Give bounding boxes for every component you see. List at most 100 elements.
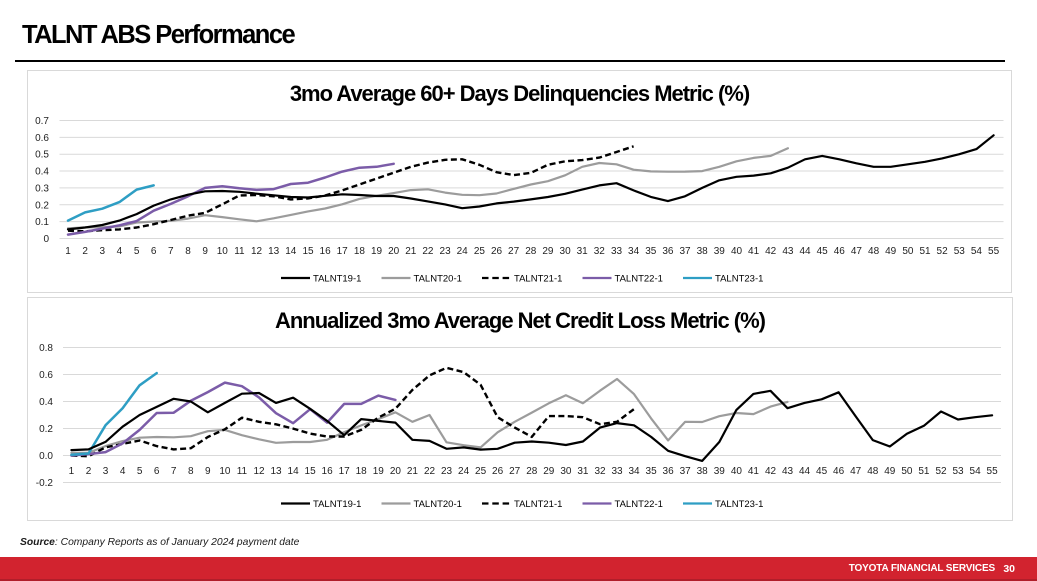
svg-text:52: 52 [935,466,947,477]
svg-text:13: 13 [268,246,280,257]
svg-text:TALNT19-1: TALNT19-1 [313,499,361,510]
svg-text:34: 34 [628,466,640,477]
svg-text:8: 8 [185,246,191,257]
svg-text:9: 9 [202,246,208,257]
svg-text:0.8: 0.8 [39,343,53,354]
svg-text:44: 44 [799,466,811,477]
svg-text:14: 14 [288,466,300,477]
svg-text:44: 44 [799,246,811,257]
svg-text:0.4: 0.4 [35,167,49,178]
svg-text:13: 13 [270,466,282,477]
svg-text:35: 35 [646,466,658,477]
svg-text:28: 28 [525,246,537,257]
svg-text:34: 34 [628,246,640,257]
svg-text:42: 42 [765,466,777,477]
svg-text:55: 55 [988,246,1000,257]
svg-text:5: 5 [137,466,143,477]
svg-text:TALNT22-1: TALNT22-1 [615,499,663,510]
svg-text:38: 38 [697,466,709,477]
svg-text:9: 9 [205,466,211,477]
svg-text:TALNT21-1: TALNT21-1 [514,273,562,284]
svg-text:51: 51 [919,246,931,257]
svg-text:19: 19 [373,466,385,477]
svg-text:30: 30 [560,466,572,477]
svg-text:38: 38 [697,246,709,257]
svg-text:0.4: 0.4 [39,397,53,408]
svg-text:3: 3 [103,466,109,477]
svg-text:31: 31 [577,466,589,477]
svg-text:18: 18 [356,466,368,477]
svg-text:23: 23 [440,246,452,257]
svg-text:40: 40 [731,466,743,477]
svg-text:24: 24 [457,246,469,257]
svg-text:5: 5 [134,246,140,257]
svg-text:39: 39 [714,246,726,257]
svg-text:29: 29 [543,466,555,477]
svg-text:41: 41 [748,466,760,477]
svg-text:2: 2 [82,246,88,257]
svg-text:0.2: 0.2 [35,200,49,211]
svg-text:16: 16 [322,466,334,477]
svg-text:47: 47 [851,246,863,257]
svg-text:25: 25 [474,246,486,257]
svg-text:6: 6 [154,466,160,477]
svg-text:17: 17 [339,466,351,477]
svg-text:-0.2: -0.2 [36,478,54,489]
svg-text:6: 6 [151,246,157,257]
svg-text:30: 30 [560,246,572,257]
svg-text:21: 21 [407,466,419,477]
svg-text:45: 45 [816,466,828,477]
svg-text:25: 25 [475,466,487,477]
svg-text:51: 51 [918,466,930,477]
svg-text:24: 24 [458,466,470,477]
svg-text:55: 55 [987,466,999,477]
svg-text:TALNT23-1: TALNT23-1 [715,499,763,510]
svg-text:10: 10 [219,466,231,477]
svg-text:0.2: 0.2 [39,424,53,435]
svg-text:TALNT23-1: TALNT23-1 [715,273,763,284]
svg-text:TALNT21-1: TALNT21-1 [514,499,562,510]
svg-text:33: 33 [611,246,623,257]
svg-text:48: 48 [867,466,879,477]
svg-text:TALNT19-1: TALNT19-1 [313,273,361,284]
svg-text:40: 40 [731,246,743,257]
svg-text:27: 27 [508,246,520,257]
svg-text:48: 48 [868,246,880,257]
svg-text:0.3: 0.3 [35,183,49,194]
svg-text:TALNT20-1: TALNT20-1 [414,499,462,510]
svg-text:49: 49 [884,466,896,477]
svg-text:35: 35 [645,246,657,257]
svg-text:31: 31 [577,246,589,257]
svg-text:20: 20 [390,466,402,477]
svg-text:22: 22 [424,466,436,477]
svg-text:32: 32 [594,466,606,477]
svg-text:32: 32 [594,246,606,257]
svg-text:50: 50 [901,466,913,477]
svg-text:11: 11 [234,246,245,257]
svg-text:3mo Average 60+ Days Delinquen: 3mo Average 60+ Days Delinquencies Metri… [290,81,750,106]
svg-text:Annualized 3mo Average Net Cre: Annualized 3mo Average Net Credit Loss M… [275,308,766,333]
svg-text:11: 11 [237,466,248,477]
svg-text:7: 7 [168,246,174,257]
svg-text:50: 50 [902,246,914,257]
svg-text:12: 12 [253,466,265,477]
svg-text:41: 41 [748,246,760,257]
svg-text:53: 53 [954,246,966,257]
svg-text:2: 2 [86,466,92,477]
svg-text:29: 29 [542,246,554,257]
svg-text:17: 17 [337,246,349,257]
svg-text:1: 1 [69,466,75,477]
svg-text:0.0: 0.0 [39,451,53,462]
svg-text:36: 36 [662,246,674,257]
svg-text:0.7: 0.7 [35,116,49,127]
svg-text:27: 27 [509,466,521,477]
svg-text:22: 22 [422,246,434,257]
svg-text:43: 43 [782,246,794,257]
svg-text:37: 37 [679,246,691,257]
svg-text:52: 52 [937,246,949,257]
svg-text:14: 14 [285,246,297,257]
svg-text:0.1: 0.1 [35,217,49,228]
svg-text:10: 10 [217,246,229,257]
svg-text:16: 16 [320,246,332,257]
svg-text:49: 49 [885,246,897,257]
